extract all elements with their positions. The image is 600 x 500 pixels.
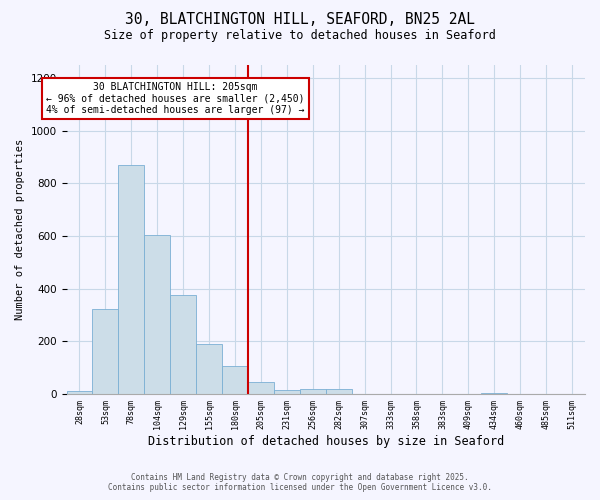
Text: Contains HM Land Registry data © Crown copyright and database right 2025.
Contai: Contains HM Land Registry data © Crown c… [108, 473, 492, 492]
Bar [274, 390, 300, 394]
Bar [118, 165, 144, 394]
Bar [170, 296, 196, 394]
Bar [222, 366, 248, 394]
Y-axis label: Number of detached properties: Number of detached properties [15, 139, 25, 320]
Text: 30 BLATCHINGTON HILL: 205sqm
← 96% of detached houses are smaller (2,450)
4% of : 30 BLATCHINGTON HILL: 205sqm ← 96% of de… [46, 82, 305, 116]
Bar [481, 393, 507, 394]
Bar [144, 235, 170, 394]
Bar [196, 344, 222, 394]
Text: 30, BLATCHINGTON HILL, SEAFORD, BN25 2AL: 30, BLATCHINGTON HILL, SEAFORD, BN25 2AL [125, 12, 475, 28]
Bar [92, 308, 118, 394]
Text: Size of property relative to detached houses in Seaford: Size of property relative to detached ho… [104, 29, 496, 42]
Bar [248, 382, 274, 394]
Bar [326, 389, 352, 394]
Bar [300, 389, 326, 394]
X-axis label: Distribution of detached houses by size in Seaford: Distribution of detached houses by size … [148, 434, 504, 448]
Bar [67, 392, 92, 394]
